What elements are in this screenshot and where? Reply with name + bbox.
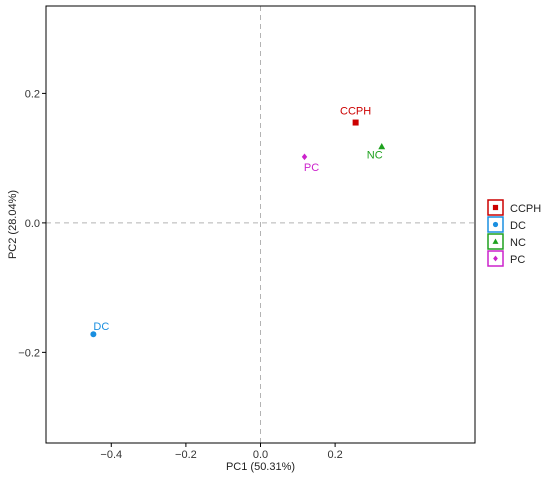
point-label-ccph: CCPH — [340, 106, 371, 118]
legend-marker-nc — [492, 238, 499, 244]
data-points: CCPH DC NC PC — [90, 106, 386, 338]
y-tick-label: 0.2 — [25, 88, 40, 100]
point-pc — [301, 153, 308, 161]
legend-label-nc: NC — [510, 237, 526, 249]
legend-marker-pc — [493, 255, 498, 262]
legend-label-pc: PC — [510, 254, 525, 266]
x-tick-label: 0.0 — [253, 449, 268, 461]
x-tick-label: −0.4 — [100, 449, 122, 461]
axes: −0.4 −0.2 0.0 0.2 −0.2 0.0 0.2 PC1 (50.31%) PC2 … — [7, 5, 476, 473]
legend-label-dc: DC — [510, 220, 526, 232]
point-nc — [378, 143, 386, 150]
y-tick-label: 0.0 — [25, 218, 40, 230]
legend-label-ccph: CCPH — [510, 203, 541, 215]
point-label-nc: NC — [367, 149, 383, 161]
x-axis-title: PC1 (50.31%) — [226, 461, 295, 473]
legend: CCPH DC NC PC — [487, 199, 541, 267]
y-axis-title: PC2 (28.04%) — [7, 190, 19, 259]
point-dc — [90, 331, 97, 338]
x-tick-label: 0.2 — [327, 449, 342, 461]
x-tick-label: −0.2 — [175, 449, 197, 461]
point-label-dc: DC — [93, 321, 109, 333]
point-label-pc: PC — [304, 162, 319, 174]
legend-marker-dc — [492, 221, 499, 228]
reference-lines — [46, 6, 475, 443]
y-tick-label: −0.2 — [18, 347, 40, 359]
legend-marker-ccph — [492, 204, 499, 211]
point-ccph — [352, 119, 359, 126]
